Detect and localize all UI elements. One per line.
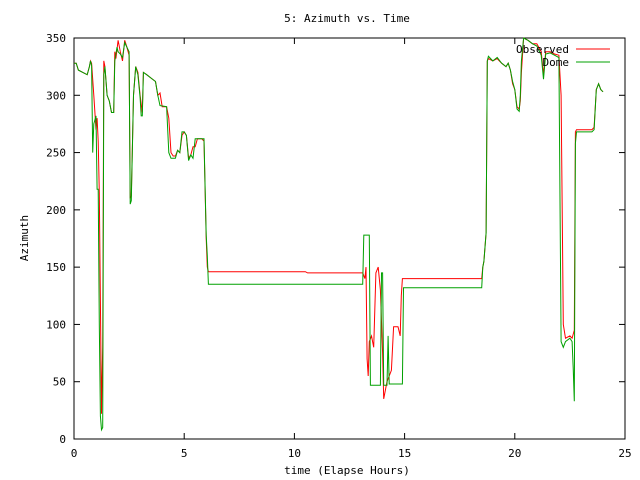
chart-title: 5: Azimuth vs. Time <box>284 12 410 25</box>
y-tick-label: 300 <box>46 89 66 102</box>
series-layer <box>74 37 604 432</box>
y-tick-label: 0 <box>59 433 66 446</box>
y-tick-label: 200 <box>46 204 66 217</box>
legend-label-observed: Observed <box>516 43 569 56</box>
series-line-observed <box>74 37 604 414</box>
y-tick-label: 250 <box>46 147 66 160</box>
y-tick-label: 150 <box>46 261 66 274</box>
legend-label-dome: Dome <box>543 56 570 69</box>
x-tick-label: 15 <box>398 447 411 460</box>
y-axis-label: Azimuth <box>18 215 31 261</box>
y-tick-label: 350 <box>46 32 66 45</box>
plot-frame <box>73 37 626 440</box>
x-tick-label: 10 <box>288 447 301 460</box>
x-tick-label: 25 <box>618 447 631 460</box>
y-tick-label: 50 <box>53 376 66 389</box>
x-tick-label: 0 <box>71 447 78 460</box>
x-axis-label: time (Elapse Hours) <box>284 464 410 477</box>
series-line-dome <box>74 37 604 432</box>
x-tick-label: 5 <box>181 447 188 460</box>
y-tick-label: 100 <box>46 318 66 331</box>
x-tick-label: 20 <box>508 447 521 460</box>
